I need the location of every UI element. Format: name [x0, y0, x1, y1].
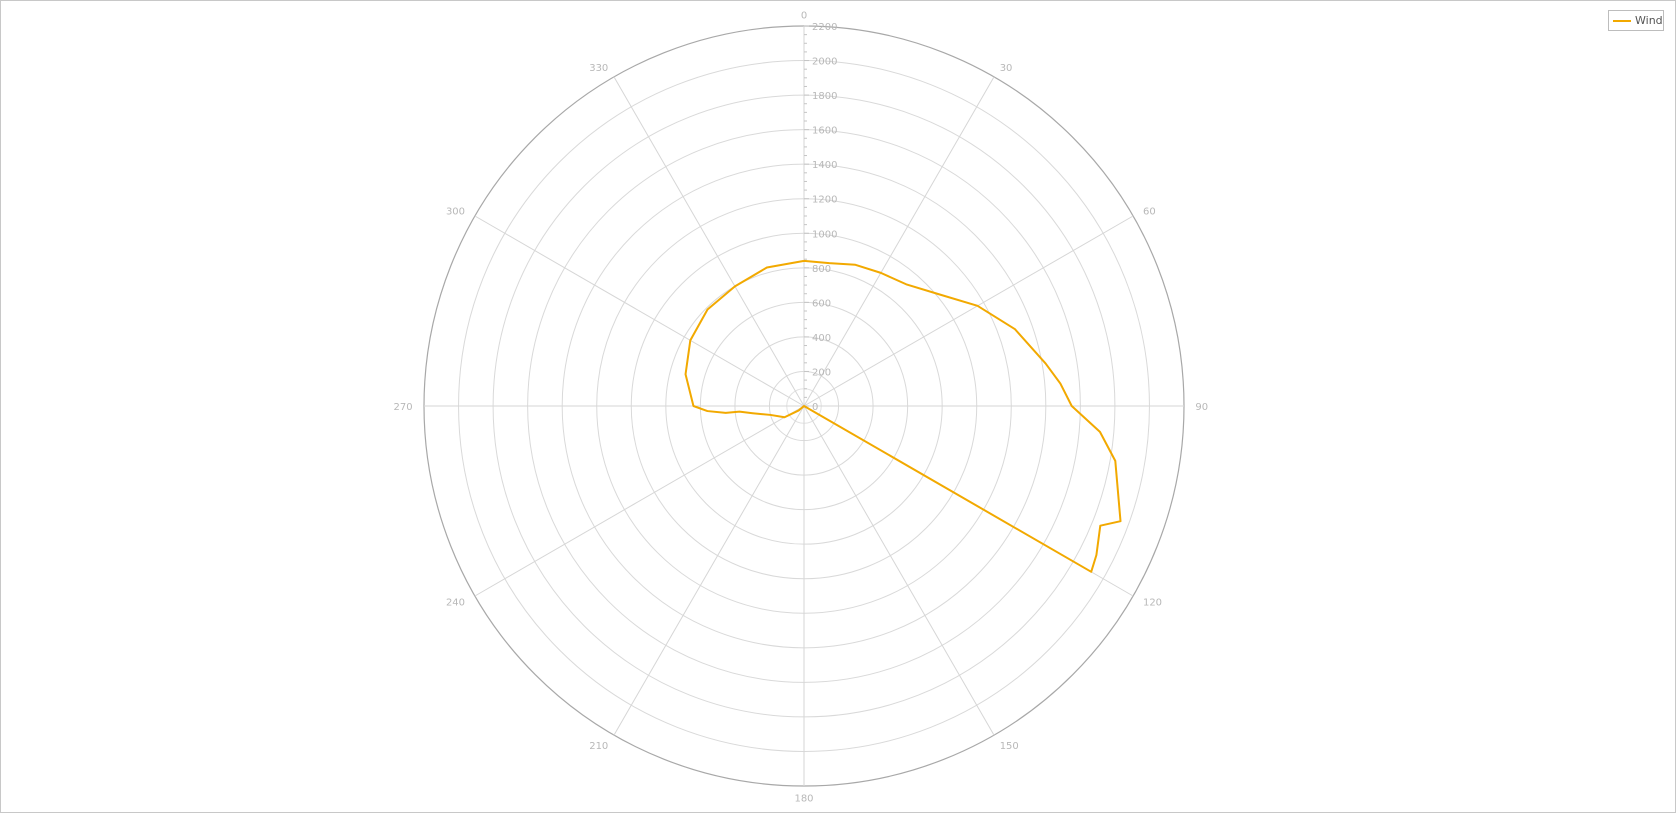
angle-tick-label: 330 [589, 63, 608, 74]
legend: Wind [1608, 10, 1664, 31]
angle-tick-label: 90 [1195, 402, 1208, 413]
spoke-330 [613, 76, 805, 407]
series-layer [684, 259, 1122, 573]
radial-tick-label: 800 [812, 264, 831, 275]
radial-tick-label: 1000 [812, 229, 837, 240]
radial-tick-label: 0 [812, 402, 818, 413]
radial-tick-label: 2200 [812, 22, 837, 33]
spoke-240 [474, 405, 805, 597]
angle-tick-label: 240 [446, 598, 465, 609]
radial-tick-label: 1200 [812, 195, 837, 206]
legend-swatch-wind [1613, 19, 1631, 22]
angle-tick-label: 30 [1000, 63, 1013, 74]
angle-tick-label: 60 [1143, 206, 1156, 217]
legend-label-wind: Wind [1635, 14, 1663, 27]
angle-tick-label: 270 [394, 402, 413, 413]
angle-tick-label: 210 [589, 741, 608, 752]
radial-tick-label: 2000 [812, 57, 837, 68]
angle-tick-label: 0 [801, 11, 807, 22]
radial-axis: 0 200 400 600 800 1000 1200 1400 1600 1800 2000 220… [804, 22, 837, 413]
radial-tick-label: 600 [812, 298, 831, 309]
angle-tick-label: 180 [794, 793, 813, 804]
angle-tick-labels: 0 30 60 90 120 150 180 210 240 270 300 330 [394, 11, 1209, 805]
spoke-30 [803, 76, 995, 407]
spoke-60 [803, 215, 1134, 407]
series-line-wind [684, 259, 1122, 573]
spoke-150 [803, 405, 995, 736]
radial-tick-label: 1400 [812, 160, 837, 171]
angle-tick-label: 300 [446, 206, 465, 217]
angle-tick-label: 150 [1000, 741, 1019, 752]
angle-tick-label: 120 [1143, 598, 1162, 609]
radial-tick-label: 200 [812, 367, 831, 378]
spoke-210 [613, 405, 805, 736]
radial-tick-label: 1800 [812, 91, 837, 102]
radial-tick-label: 1600 [812, 126, 837, 137]
spoke-300 [474, 215, 805, 407]
radial-tick-label: 400 [812, 333, 831, 344]
